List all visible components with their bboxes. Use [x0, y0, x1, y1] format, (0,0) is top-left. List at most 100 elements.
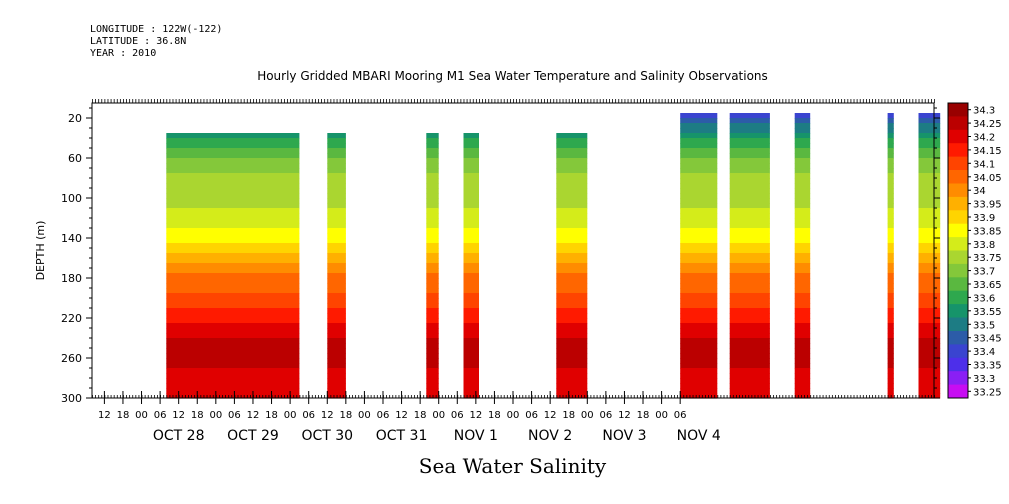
- heatmap-cell: [463, 373, 479, 379]
- colorbar-swatch: [948, 103, 968, 117]
- colorbar-label: 33.4: [973, 347, 995, 358]
- heatmap-cell: [887, 328, 894, 334]
- x-day-label: NOV 4: [677, 428, 721, 444]
- heatmap-cell: [887, 133, 894, 139]
- heatmap-cell: [918, 273, 941, 279]
- heatmap-cell: [556, 348, 588, 354]
- heatmap-cell: [426, 268, 439, 274]
- heatmap-cell: [556, 298, 588, 304]
- heatmap-cell: [680, 358, 718, 364]
- heatmap-cell: [166, 198, 300, 204]
- heatmap-cell: [680, 143, 718, 149]
- heatmap-cell: [556, 353, 588, 359]
- x-hour-tick-label: 06: [302, 410, 315, 421]
- heatmap-cell: [729, 278, 770, 284]
- x-hour-tick-label: 18: [339, 410, 352, 421]
- heatmap-cell: [887, 238, 894, 244]
- heatmap-cell: [166, 333, 300, 339]
- heatmap-cell: [166, 178, 300, 184]
- heatmap-cell: [680, 243, 718, 249]
- colorbar-swatch: [948, 304, 968, 318]
- colorbar-swatch: [948, 210, 968, 225]
- heatmap-cell: [166, 263, 300, 269]
- heatmap-cell: [166, 268, 300, 274]
- heatmap-cell: [887, 358, 894, 364]
- heatmap-cell: [680, 208, 718, 214]
- heatmap-cell: [166, 388, 300, 394]
- heatmap-cell: [327, 223, 346, 229]
- heatmap-cell: [887, 153, 894, 159]
- heatmap-cell: [729, 193, 770, 199]
- heatmap-cell: [887, 303, 894, 309]
- heatmap-cell: [680, 343, 718, 349]
- heatmap-cell: [463, 308, 479, 314]
- heatmap-cell: [918, 133, 941, 139]
- heatmap-cell: [887, 198, 894, 204]
- heatmap-cell: [426, 383, 439, 389]
- heatmap-cell: [556, 308, 588, 314]
- heatmap-cell: [556, 313, 588, 319]
- heatmap-cell: [166, 273, 300, 279]
- heatmap-cell: [556, 158, 588, 164]
- heatmap-cell: [680, 323, 718, 329]
- heatmap-cell: [729, 353, 770, 359]
- heatmap-cell: [166, 233, 300, 239]
- heatmap-cell: [918, 173, 941, 179]
- heatmap-cell: [166, 138, 300, 144]
- heatmap-cell: [729, 318, 770, 324]
- heatmap-cell: [556, 198, 588, 204]
- heatmap-cell: [463, 138, 479, 144]
- heatmap-cell: [680, 153, 718, 159]
- heatmap-cell: [794, 393, 811, 399]
- heatmap-cell: [918, 268, 941, 274]
- heatmap-cell: [918, 363, 941, 369]
- heatmap-cell: [918, 293, 941, 299]
- x-hour-tick-label: 18: [488, 410, 501, 421]
- heatmap-cell: [426, 378, 439, 384]
- heatmap-cell: [166, 338, 300, 344]
- heatmap-cell: [556, 193, 588, 199]
- heatmap-cell: [729, 223, 770, 229]
- heatmap-cell: [166, 188, 300, 194]
- heatmap-cell: [166, 253, 300, 259]
- colorbar-swatch: [948, 143, 968, 157]
- heatmap-cell: [680, 188, 718, 194]
- heatmap-cell: [887, 223, 894, 229]
- heatmap-cell: [794, 258, 811, 264]
- heatmap-cell: [680, 288, 718, 294]
- colorbar-swatch: [948, 183, 968, 198]
- colorbar-swatch: [948, 371, 968, 385]
- x-hour-tick-label: 06: [154, 410, 167, 421]
- heatmap-cell: [463, 223, 479, 229]
- heatmap-cell: [426, 388, 439, 394]
- data-segment-2: [327, 133, 346, 399]
- heatmap-cell: [887, 393, 894, 399]
- data-segment-5: [556, 133, 588, 399]
- heatmap-cell: [463, 333, 479, 339]
- heatmap-cell: [166, 203, 300, 209]
- x-hour-tick-label: 12: [247, 410, 260, 421]
- heatmap-cell: [426, 293, 439, 299]
- x-day-label: OCT 31: [376, 428, 428, 444]
- heatmap-cell: [556, 268, 588, 274]
- heatmap-cell: [327, 388, 346, 394]
- x-hour-tick-label: 18: [562, 410, 575, 421]
- heatmap-cell: [327, 213, 346, 219]
- x-hour-tick-label: 06: [674, 410, 687, 421]
- heatmap-cell: [463, 238, 479, 244]
- colorbar-swatch: [948, 196, 968, 211]
- heatmap-cell: [729, 158, 770, 164]
- heatmap-cell: [918, 263, 941, 269]
- heatmap-cell: [426, 153, 439, 159]
- x-hour-tick-label: 00: [432, 410, 445, 421]
- x-hour-tick-label: 00: [581, 410, 594, 421]
- heatmap-cell: [556, 323, 588, 329]
- heatmap-cell: [887, 203, 894, 209]
- heatmap-cell: [166, 283, 300, 289]
- x-hour-tick-label: 00: [358, 410, 371, 421]
- heatmap-cell: [680, 383, 718, 389]
- heatmap-cell: [327, 168, 346, 174]
- heatmap-cell: [794, 338, 811, 344]
- heatmap-cell: [426, 368, 439, 374]
- heatmap-cell: [327, 178, 346, 184]
